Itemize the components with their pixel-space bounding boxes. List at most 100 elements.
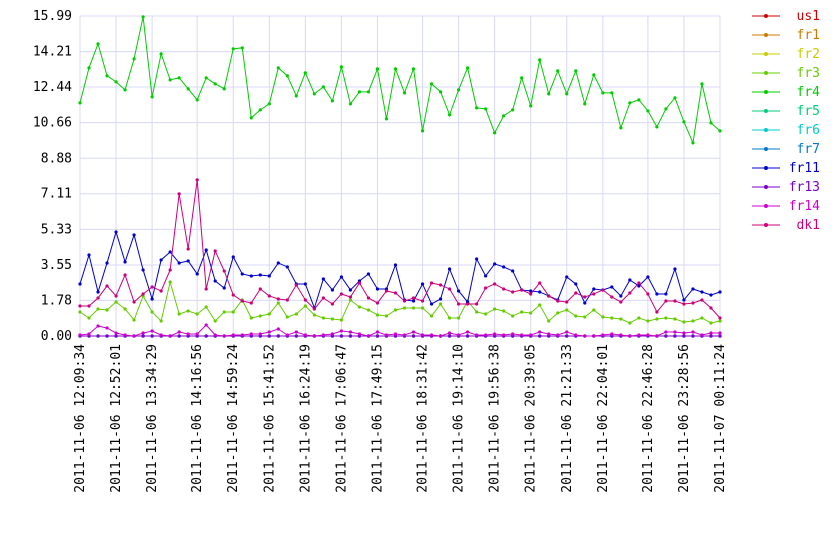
point (249, 316, 253, 320)
point (78, 333, 82, 337)
point (700, 298, 704, 302)
series-line (79, 16, 721, 145)
point (114, 294, 118, 298)
point (646, 333, 650, 337)
point (105, 308, 109, 312)
point (601, 333, 605, 337)
point (637, 316, 641, 320)
legend-label: fr1 (797, 28, 820, 43)
point (601, 315, 605, 319)
point (709, 121, 713, 125)
point (384, 333, 389, 337)
legend-label: us1 (797, 9, 820, 24)
point (718, 316, 722, 320)
point (682, 302, 686, 306)
legend-label: fr11 (789, 161, 820, 176)
point (267, 334, 271, 338)
legend-marker (764, 52, 768, 56)
point (348, 288, 353, 292)
point (87, 316, 91, 320)
point (114, 80, 118, 84)
point (709, 321, 713, 325)
point (159, 333, 163, 337)
point (186, 247, 190, 251)
series (78, 178, 722, 320)
point (204, 248, 208, 252)
point (538, 290, 542, 294)
point (475, 310, 479, 314)
point (339, 329, 344, 333)
point (159, 319, 163, 323)
point (240, 299, 244, 303)
point (330, 302, 334, 306)
point (520, 288, 524, 292)
point (393, 263, 398, 267)
point (565, 300, 569, 304)
point (601, 288, 605, 292)
y-tick-label: 8.88 (41, 151, 72, 166)
point (574, 314, 578, 318)
point (195, 178, 199, 182)
point (429, 314, 434, 318)
point (276, 261, 280, 265)
point (150, 310, 154, 314)
point (312, 307, 316, 311)
x-tick-label: 2011-11-06 15:41:52 (262, 344, 277, 493)
point (447, 267, 452, 271)
point (429, 333, 434, 337)
point (375, 334, 380, 338)
point (276, 297, 280, 301)
point (132, 300, 136, 304)
point (565, 275, 569, 279)
point (141, 331, 145, 335)
point (493, 131, 497, 135)
point (249, 116, 253, 120)
point (285, 74, 289, 78)
point (673, 96, 677, 100)
point (664, 299, 668, 303)
point (664, 316, 668, 320)
point (456, 316, 461, 320)
point (276, 327, 280, 331)
point (303, 71, 307, 75)
legend-marker (764, 71, 768, 75)
point (592, 292, 596, 296)
point (231, 47, 235, 51)
x-tick-label: 2011-11-06 13:34:29 (145, 344, 160, 493)
series (78, 280, 722, 325)
x-tick-label: 2011-11-06 14:16:56 (190, 344, 205, 493)
point (547, 332, 551, 336)
x-tick-label: 2011-11-06 19:14:10 (452, 344, 467, 493)
point (114, 334, 118, 338)
point (456, 289, 461, 293)
point (123, 333, 127, 337)
legend-marker (764, 109, 768, 113)
point (348, 334, 353, 338)
point (673, 317, 677, 321)
y-tick-label: 1.78 (41, 293, 72, 308)
point (583, 334, 587, 338)
point (574, 333, 578, 337)
point (249, 274, 253, 278)
point (682, 298, 686, 302)
point (303, 333, 307, 337)
point (637, 284, 641, 288)
point (511, 290, 515, 294)
legend-marker (764, 90, 768, 94)
legend-marker (764, 223, 768, 227)
point (466, 330, 470, 334)
point (168, 78, 172, 82)
point (655, 310, 659, 314)
point (610, 332, 614, 336)
point (267, 274, 271, 278)
point (393, 308, 398, 312)
x-tick-label: 2011-11-06 19:56:38 (488, 344, 503, 493)
point (222, 310, 226, 314)
point (619, 317, 623, 321)
point (177, 312, 181, 316)
point (655, 292, 659, 296)
point (294, 312, 298, 316)
x-tick-label: 2011-11-06 20:39:05 (524, 344, 539, 493)
